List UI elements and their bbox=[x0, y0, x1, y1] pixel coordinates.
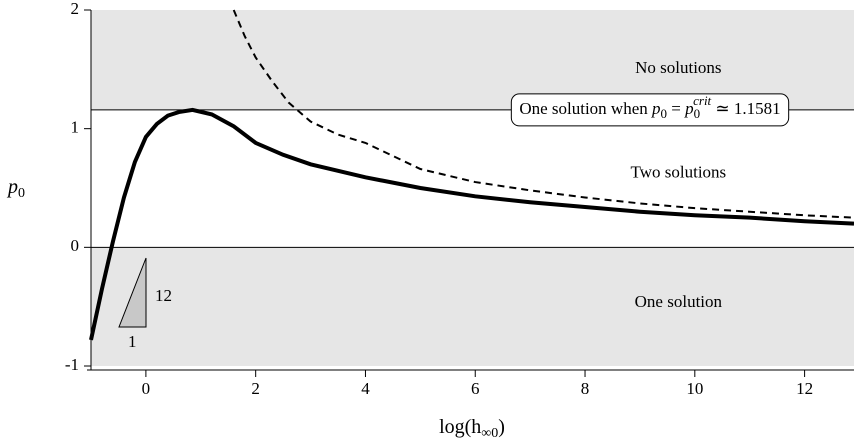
annotation-part: One solution when bbox=[519, 99, 652, 118]
region-lower bbox=[91, 247, 854, 366]
slope-rise: 12 bbox=[155, 286, 172, 305]
slope-run: 1 bbox=[128, 332, 137, 351]
annotation-part: crit bbox=[693, 93, 711, 108]
annotation-part: p bbox=[684, 99, 694, 118]
series-line bbox=[232, 9, 854, 219]
region-label: One solution bbox=[635, 292, 723, 311]
y-tick-label: 2 bbox=[71, 0, 80, 18]
annotation-box bbox=[510, 93, 790, 127]
plot bbox=[89, 9, 854, 341]
x-tick-label: 0 bbox=[142, 379, 151, 398]
x-label-close: ) bbox=[498, 416, 505, 438]
annotation: One solution when p0 = p0crit ≃ 1.1581 bbox=[519, 93, 780, 121]
region-label: No solutions bbox=[635, 58, 721, 77]
annotation-part: ≃ bbox=[711, 99, 734, 118]
slope-triangle bbox=[118, 257, 147, 328]
region-label: Two solutions bbox=[631, 163, 727, 182]
x-label-main: log(h bbox=[439, 416, 481, 438]
y-tick-label: 0 bbox=[71, 236, 80, 255]
x-label-sub: ∞0 bbox=[481, 426, 498, 441]
region-upper bbox=[91, 10, 854, 110]
y-axis-label: p0 bbox=[6, 176, 25, 202]
annotation-part: = bbox=[667, 99, 685, 118]
x-tick-label: 6 bbox=[471, 379, 480, 398]
x-tick-label: 4 bbox=[361, 379, 370, 398]
x-axis-label: log(h∞0) bbox=[439, 416, 505, 442]
x-tick-label: 2 bbox=[251, 379, 260, 398]
annotation-part: 0 bbox=[694, 106, 701, 121]
annotation-part: 0 bbox=[661, 106, 668, 121]
x-tick-label: 12 bbox=[796, 379, 813, 398]
y-label-sub: 0 bbox=[18, 186, 25, 201]
x-tick-label: 8 bbox=[581, 379, 590, 398]
x-tick-label: 10 bbox=[686, 379, 703, 398]
y-tick-label: 1 bbox=[71, 118, 80, 137]
annotation-part: p bbox=[651, 99, 661, 118]
shading bbox=[91, 10, 854, 366]
annotation-part: 1.1581 bbox=[734, 99, 781, 118]
y-label-main: p bbox=[6, 176, 18, 198]
y-tick-label: -1 bbox=[65, 355, 79, 374]
series-line bbox=[89, 107, 854, 341]
